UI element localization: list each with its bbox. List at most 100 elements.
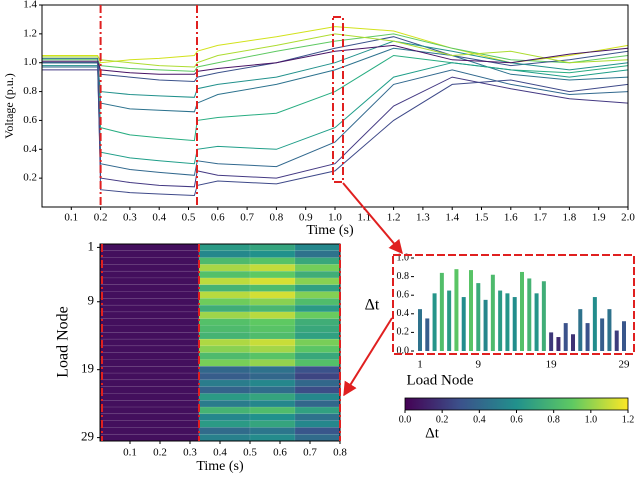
heat-cell	[99, 345, 200, 353]
heat-cell	[249, 257, 296, 265]
bar	[461, 297, 466, 351]
heat-cell	[294, 250, 341, 258]
annotations	[99, 5, 635, 441]
x-tick-label: 0.3	[183, 447, 197, 459]
colorbar-tick-label: 0.8	[547, 414, 560, 425]
y-tick-label: 0.8	[397, 271, 410, 282]
heat-cell	[249, 413, 296, 421]
heat-cell	[198, 420, 251, 428]
x-tick-label: 9	[476, 359, 482, 371]
y-axis-label: Δt	[365, 297, 380, 314]
heat-cell	[198, 359, 251, 367]
heat-cell	[99, 427, 200, 435]
highlight-box	[332, 16, 344, 183]
voltage-line	[42, 62, 629, 165]
bar	[556, 337, 561, 351]
x-tick-label: 1.8	[563, 212, 577, 224]
x-axis-label: Time (s)	[196, 459, 244, 474]
bar-box	[392, 254, 635, 355]
heat-cell	[294, 304, 341, 313]
bar	[490, 274, 495, 351]
bar	[520, 271, 524, 351]
voltage-line	[42, 66, 629, 176]
heat-cell	[198, 243, 251, 252]
heat-cell	[198, 298, 251, 306]
heat-cell	[198, 399, 251, 408]
heat-cell	[249, 250, 296, 258]
y-tick-label: 0.2	[23, 172, 37, 184]
colorbar-tick-label: 1.0	[585, 414, 598, 425]
y-tick-label: 0.0	[397, 345, 410, 356]
heat-cell	[198, 257, 251, 265]
heat-cell	[99, 318, 200, 326]
heat-cell	[249, 372, 296, 381]
heat-cell	[294, 311, 341, 319]
heat-cell	[294, 318, 341, 326]
heat-cell	[294, 386, 341, 394]
heat-cell	[99, 250, 200, 258]
heat-cell	[294, 338, 341, 347]
heat-cell	[198, 352, 251, 360]
heat-cell	[198, 311, 251, 319]
heat-cell	[249, 264, 296, 272]
y-tick-label: 19	[81, 361, 94, 376]
y-tick-label: 0.4	[23, 143, 37, 155]
heat-cell	[249, 345, 296, 353]
heat-cell	[249, 399, 296, 408]
x-tick-label: 1	[417, 359, 423, 371]
heat-cell	[198, 393, 251, 401]
heat-cell	[249, 298, 296, 306]
heat-cell	[198, 406, 251, 415]
heat-cell	[99, 393, 200, 401]
heat-cell	[99, 372, 200, 381]
heat-cell	[294, 332, 341, 340]
y-axis-label: Load Node	[55, 306, 72, 378]
heat-cell	[249, 352, 296, 360]
heat-cell	[249, 366, 296, 374]
heat-cell	[99, 298, 200, 306]
heat-cell	[99, 433, 200, 442]
heat-cell	[249, 379, 296, 387]
voltage-line	[42, 44, 629, 75]
heat-cell	[99, 386, 200, 394]
heat-cell	[198, 291, 251, 299]
heat-cell	[99, 264, 200, 272]
y-tick-label: 1	[88, 238, 95, 253]
x-tick-label: 1.0	[328, 212, 342, 224]
voltage-line	[42, 33, 629, 68]
heat-cell	[99, 332, 200, 340]
x-tick-label: 0.2	[94, 212, 108, 224]
heat-cell	[99, 325, 200, 333]
heat-cell	[99, 277, 200, 286]
voltage-line	[42, 69, 629, 188]
x-tick-label: 19	[546, 359, 558, 371]
x-tick-label: 0.7	[303, 447, 317, 459]
bar	[571, 334, 575, 351]
colorbar-tick-label: 0.2	[436, 414, 449, 425]
heat-cell	[198, 366, 251, 374]
heat-cell	[249, 332, 296, 340]
bar	[607, 309, 612, 351]
heat-cell	[294, 366, 341, 374]
plot-frame	[41, 4, 629, 208]
heat-cell	[99, 311, 200, 319]
x-tick-label: 1.5	[475, 212, 489, 224]
arrow	[342, 182, 403, 255]
heat-cell	[249, 318, 296, 326]
bar	[418, 309, 422, 351]
heat-cell	[294, 257, 341, 265]
heat-cell	[249, 427, 296, 435]
x-tick-label: 0.2	[153, 447, 167, 459]
y-tick-label: 1.2	[23, 27, 37, 39]
bar	[447, 290, 452, 351]
heat-cell	[99, 352, 200, 360]
bar	[483, 299, 488, 351]
x-axis-label: Load Node	[406, 372, 473, 388]
x-tick-label: 0.7	[240, 212, 254, 224]
y-tick-label: 1.0	[397, 252, 410, 263]
charts: 0.1 0.2 0.3 0.4 0.5 0.6 0.7 0.8 0.9 1.0 1.1 1.2 1.3 1…	[2, 0, 636, 474]
x-tick-label: 0.5	[182, 212, 196, 224]
heat-cell	[198, 413, 251, 421]
voltage-line	[42, 33, 629, 72]
bar	[505, 293, 510, 351]
